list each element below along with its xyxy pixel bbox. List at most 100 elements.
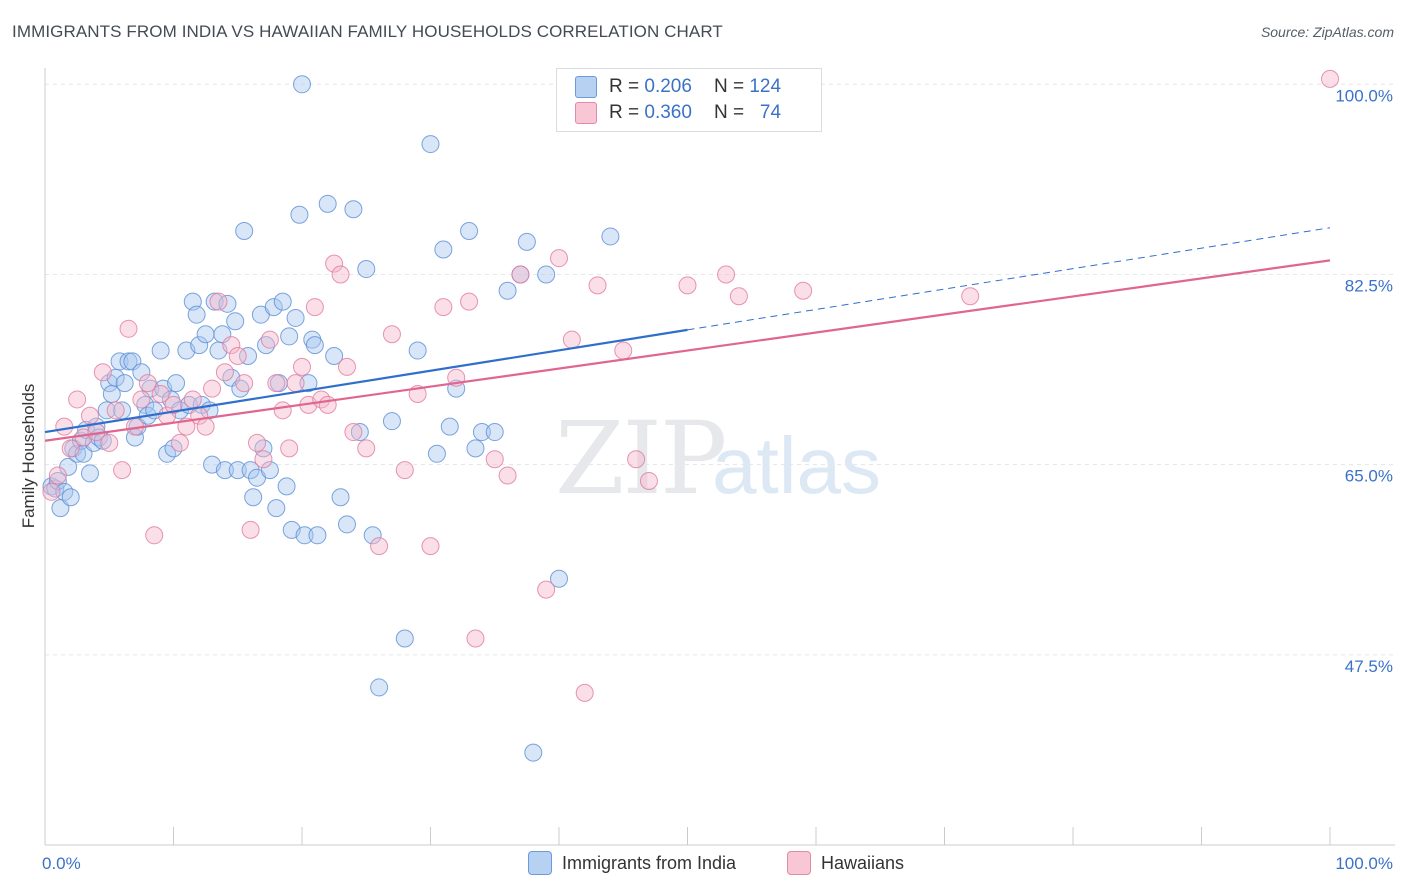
point-hawaiians (254, 450, 273, 469)
legend-row-india: R = 0.206 N = 124 (575, 75, 781, 99)
point-india (286, 308, 305, 327)
point-hawaiians (639, 471, 658, 490)
point-hawaiians (344, 423, 363, 442)
point-hawaiians (145, 526, 164, 545)
point-india (167, 374, 186, 393)
point-india (244, 488, 263, 507)
point-hawaiians (42, 482, 61, 501)
point-india (267, 499, 286, 518)
trend-line-india (44, 328, 688, 434)
point-india (460, 222, 479, 241)
point-india (537, 265, 556, 284)
point-india (466, 439, 485, 458)
point-india (299, 374, 318, 393)
point-india (290, 205, 309, 224)
point-india (601, 227, 620, 246)
point-hawaiians (280, 439, 299, 458)
point-hawaiians (434, 298, 453, 317)
point-hawaiians (511, 265, 530, 284)
y-axis-label: Family Households (19, 384, 38, 529)
point-india (228, 461, 247, 480)
point-hawaiians (260, 330, 279, 349)
point-hawaiians (48, 466, 67, 485)
point-india (370, 678, 389, 697)
point-india (434, 240, 453, 259)
point-hawaiians (119, 319, 138, 338)
series-swatch-hawaiians (787, 851, 811, 875)
watermark-atlas: atlas (712, 421, 881, 510)
point-hawaiians (68, 390, 87, 409)
point-india (260, 461, 279, 480)
point-india (498, 281, 517, 300)
series-legend-india[interactable]: Immigrants from India (528, 851, 736, 875)
stats-legend: R = 0.206 N = 124 R = 0.360 N = 74 (556, 68, 822, 132)
point-india (440, 417, 459, 436)
point-hawaiians (325, 254, 344, 273)
point-india (115, 374, 134, 393)
point-hawaiians (588, 276, 607, 295)
point-india (293, 75, 311, 94)
series-label-hawaiians: Hawaiians (821, 852, 905, 873)
y-tick-label: 47.5% (1345, 657, 1393, 676)
legend-n-value-india: 124 (749, 76, 782, 97)
point-india (151, 341, 170, 360)
point-india (357, 260, 376, 279)
point-hawaiians (151, 385, 170, 404)
point-india (277, 477, 296, 496)
point-hawaiians (537, 580, 556, 599)
point-india (363, 526, 382, 545)
point-hawaiians (575, 683, 594, 702)
point-india (280, 327, 299, 346)
legend-row-hawaiians: R = 0.360 N = 74 (575, 101, 781, 125)
point-hawaiians (395, 461, 414, 480)
points-layer (42, 69, 1339, 762)
point-india (295, 526, 314, 545)
point-india (350, 423, 369, 442)
point-india (119, 352, 138, 371)
point-india (337, 515, 356, 534)
point-hawaiians (485, 450, 504, 469)
legend-r-label: R = (609, 102, 640, 123)
point-hawaiians (203, 379, 222, 398)
point-india (196, 325, 215, 344)
point-india (427, 444, 446, 463)
point-hawaiians (717, 265, 736, 284)
point-india (215, 461, 234, 480)
point-india (241, 461, 260, 480)
series-legend: Immigrants from India Hawaiians (0, 851, 1406, 877)
point-india (331, 488, 350, 507)
point-hawaiians (337, 357, 356, 376)
point-hawaiians (235, 374, 254, 393)
point-hawaiians (293, 357, 311, 376)
point-hawaiians (678, 276, 697, 295)
series-legend-hawaiians[interactable]: Hawaiians (787, 851, 904, 875)
point-hawaiians (382, 325, 401, 344)
point-hawaiians (729, 287, 748, 306)
trend-extension-india (687, 227, 1331, 331)
axis-layer (44, 68, 1395, 846)
point-hawaiians (961, 287, 980, 306)
point-india (80, 464, 99, 483)
legend-swatch-hawaiians (575, 102, 597, 124)
point-india (226, 312, 245, 331)
point-hawaiians (421, 537, 440, 556)
series-label-india: Immigrants from India (562, 852, 737, 873)
point-hawaiians (357, 439, 376, 458)
point-hawaiians (241, 520, 260, 539)
point-hawaiians (138, 374, 157, 393)
point-hawaiians (286, 374, 305, 393)
point-india (485, 423, 504, 442)
trend-layer (44, 227, 1331, 442)
point-india (190, 336, 209, 355)
point-hawaiians (562, 330, 581, 349)
trend-line-hawaiians (44, 259, 1331, 442)
point-india (344, 200, 363, 219)
point-hawaiians (550, 249, 568, 268)
point-india (61, 488, 80, 507)
y-tick-label: 82.5% (1345, 276, 1393, 295)
chart-source: Source: ZipAtlas.com (1260, 24, 1394, 40)
point-india (273, 292, 292, 311)
point-hawaiians (498, 466, 517, 485)
point-india (408, 341, 427, 360)
point-hawaiians (93, 363, 112, 382)
